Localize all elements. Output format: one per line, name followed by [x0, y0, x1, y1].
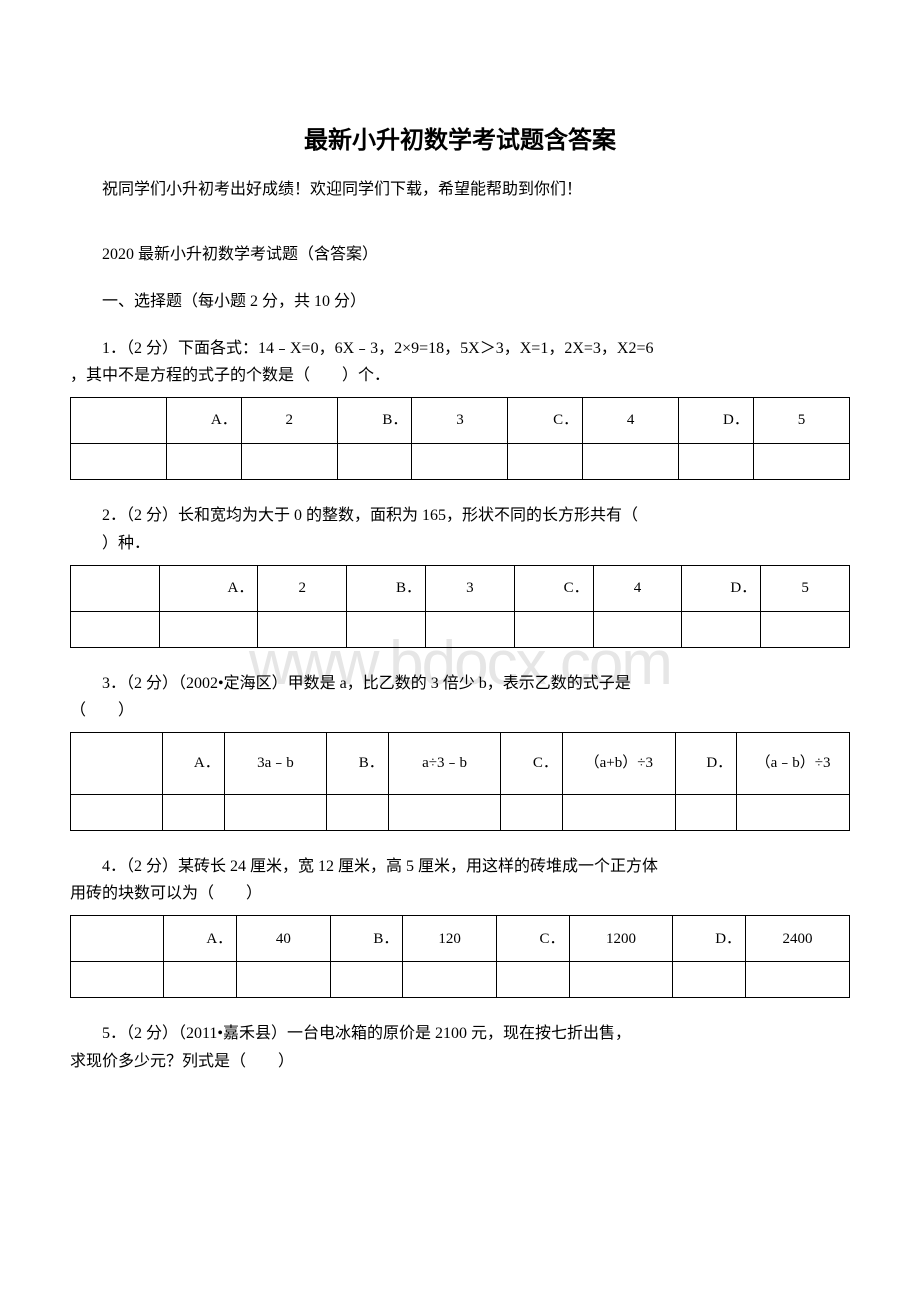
q4-line-a: 4．（2 分）某砖长 24 厘米，宽 12 厘米，高 5 厘米，用这样的砖堆成一…: [70, 853, 850, 880]
cell-blank: [71, 916, 164, 962]
year-line: 2020 最新小升初数学考试题（含答案）: [70, 241, 850, 268]
opt-c-value: 4: [593, 565, 682, 611]
q4-options-table: A． 40 B． 120 C． 1200 D． 2400: [70, 915, 850, 998]
opt-d-value: 5: [761, 565, 850, 611]
q5-line-a: 5．（2 分）（2011•嘉禾县）一台电冰箱的原价是 2100 元，现在按七折出…: [70, 1020, 850, 1047]
opt-a-label: A．: [164, 916, 237, 962]
q2-line-b: ）种．: [70, 530, 850, 557]
opt-c-label: C．: [501, 733, 562, 795]
opt-c-value: 4: [583, 398, 679, 444]
opt-a-value: 40: [237, 916, 330, 962]
opt-b-label: B．: [327, 733, 388, 795]
opt-a-value: 3a﹣b: [224, 733, 326, 795]
table-row: A． 40 B． 120 C． 1200 D． 2400: [71, 916, 850, 962]
page-content: 最新小升初数学考试题含答案 祝同学们小升初考出好成绩！欢迎同学们下载，希望能帮助…: [70, 120, 850, 1075]
opt-b-value: 120: [403, 916, 496, 962]
opt-b-label: B．: [347, 565, 426, 611]
opt-a-value: 2: [241, 398, 337, 444]
opt-d-label: D．: [673, 916, 746, 962]
question-3: 3．（2 分）（2002•定海区）甲数是 a，比乙数的 3 倍少 b，表示乙数的…: [70, 670, 850, 724]
question-1: 1．（2 分）下面各式：14﹣X=0，6X﹣3，2×9=18，5X＞3，X=1，…: [70, 335, 850, 389]
opt-d-value: （a﹣b）÷3: [737, 733, 850, 795]
table-row: A． 2 B． 3 C． 4 D． 5: [71, 398, 850, 444]
opt-d-label: D．: [675, 733, 736, 795]
opt-c-value: （a+b）÷3: [562, 733, 675, 795]
question-2: 2．（2 分）长和宽均为大于 0 的整数，面积为 165，形状不同的长方形共有（…: [70, 502, 850, 556]
opt-b-value: 3: [412, 398, 508, 444]
table-row: [71, 795, 850, 831]
subtitle: 祝同学们小升初考出好成绩！欢迎同学们下载，希望能帮助到你们！: [70, 177, 850, 203]
cell-blank: [71, 398, 167, 444]
opt-a-value: 2: [258, 565, 347, 611]
q2-options-table: A． 2 B． 3 C． 4 D． 5: [70, 565, 850, 648]
opt-d-value: 5: [753, 398, 849, 444]
opt-d-label: D．: [682, 565, 761, 611]
opt-b-label: B．: [337, 398, 412, 444]
cell-blank: [71, 565, 160, 611]
opt-d-value: 2400: [746, 916, 850, 962]
opt-b-value: a÷3﹣b: [388, 733, 501, 795]
cell-blank: [71, 733, 163, 795]
page-title: 最新小升初数学考试题含答案: [70, 120, 850, 155]
opt-c-label: C．: [508, 398, 583, 444]
q1-line-b: ，其中不是方程的式子的个数是（ ）个．: [70, 362, 850, 389]
opt-c-value: 1200: [569, 916, 673, 962]
table-row: [71, 962, 850, 998]
q3-options-table: A． 3a﹣b B． a÷3﹣b C． （a+b）÷3 D． （a﹣b）÷3: [70, 732, 850, 831]
q4-line-b: 用砖的块数可以为（ ）: [70, 880, 850, 907]
q3-line-b: （ ）: [70, 697, 850, 724]
opt-b-label: B．: [330, 916, 403, 962]
opt-a-label: A．: [159, 565, 258, 611]
table-row: [71, 611, 850, 647]
q1-options-table: A． 2 B． 3 C． 4 D． 5: [70, 397, 850, 480]
table-row: A． 3a﹣b B． a÷3﹣b C． （a+b）÷3 D． （a﹣b）÷3: [71, 733, 850, 795]
question-4: 4．（2 分）某砖长 24 厘米，宽 12 厘米，高 5 厘米，用这样的砖堆成一…: [70, 853, 850, 907]
section-header: 一、选择题（每小题 2 分，共 10 分）: [70, 288, 850, 315]
table-row: [71, 444, 850, 480]
opt-d-label: D．: [679, 398, 754, 444]
q5-line-b: 求现价多少元？列式是（ ）: [70, 1048, 850, 1075]
question-5: 5．（2 分）（2011•嘉禾县）一台电冰箱的原价是 2100 元，现在按七折出…: [70, 1020, 850, 1074]
q2-line-a: 2．（2 分）长和宽均为大于 0 的整数，面积为 165，形状不同的长方形共有（: [70, 502, 850, 529]
table-row: A． 2 B． 3 C． 4 D． 5: [71, 565, 850, 611]
opt-b-value: 3: [425, 565, 514, 611]
q1-line-a: 1．（2 分）下面各式：14﹣X=0，6X﹣3，2×9=18，5X＞3，X=1，…: [70, 335, 850, 362]
opt-a-label: A．: [163, 733, 224, 795]
q3-line-a: 3．（2 分）（2002•定海区）甲数是 a，比乙数的 3 倍少 b，表示乙数的…: [70, 670, 850, 697]
opt-c-label: C．: [514, 565, 593, 611]
opt-c-label: C．: [496, 916, 569, 962]
opt-a-label: A．: [167, 398, 242, 444]
